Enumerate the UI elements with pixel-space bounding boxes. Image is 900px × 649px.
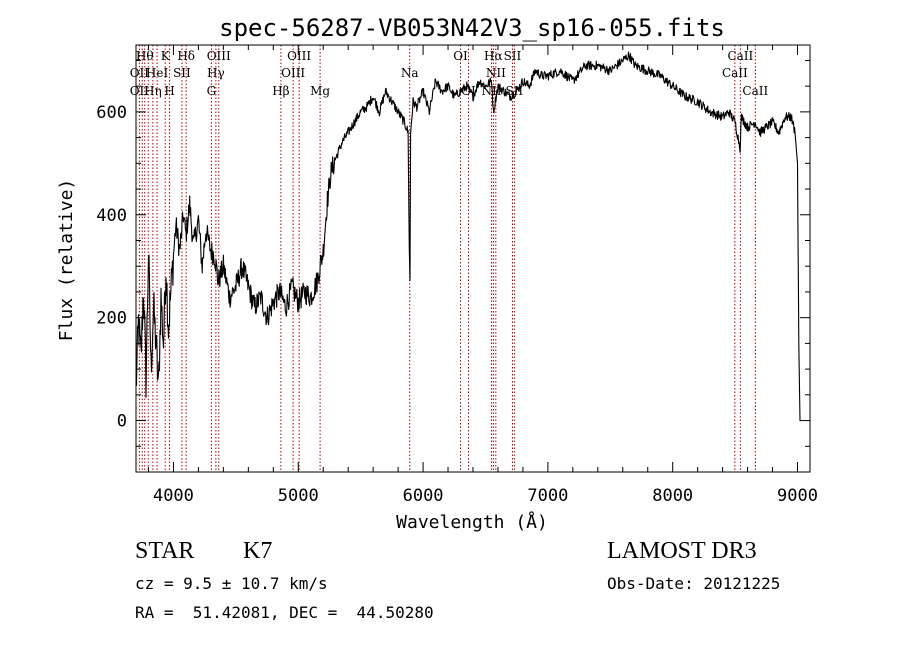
coordinates-text: RA = 51.42081, DEC = 44.50280 xyxy=(135,603,434,622)
line-label-13: OIII xyxy=(281,66,305,80)
x-tick-label-3: 7000 xyxy=(527,486,568,506)
line-label-22: Mg xyxy=(310,84,330,98)
line-label-14: Na xyxy=(401,66,419,80)
line-label-5: OI xyxy=(453,49,468,63)
spectral-subclass: K7 xyxy=(243,538,273,564)
line-label-2: Hδ xyxy=(177,49,195,63)
line-label-19: H xyxy=(164,84,174,98)
line-label-6: Hα xyxy=(484,49,503,63)
survey-name: LAMOST DR3 xyxy=(607,538,757,564)
line-label-8: CaII xyxy=(727,49,753,63)
line-label-12: Hγ xyxy=(207,66,225,80)
y-tick-label-0: 0 xyxy=(117,412,127,432)
line-label-0: Hθ xyxy=(136,49,154,63)
redshift-text: cz = 9.5 ± 10.7 km/s xyxy=(135,574,328,593)
line-label-11: SII xyxy=(173,66,191,80)
x-tick-label-2: 6000 xyxy=(403,486,444,506)
y-tick-label-3: 600 xyxy=(96,103,127,123)
line-markers xyxy=(138,45,756,472)
line-label-21: Hβ xyxy=(272,84,289,98)
chart-title: spec-56287-VB053N42V3_sp16-055.fits xyxy=(219,14,725,42)
x-tick-label-0: 4000 xyxy=(153,486,194,506)
line-label-17: OII xyxy=(130,84,150,98)
obs-date: Obs-Date: 20121225 xyxy=(607,574,781,593)
x-axis-ticks: 4000 5000 6000 7000 8000 9000 xyxy=(147,45,818,506)
object-type: STAR xyxy=(135,538,195,564)
line-label-9: OII xyxy=(130,66,150,80)
x-tick-label-5: 9000 xyxy=(777,486,818,506)
x-tick-label-4: 8000 xyxy=(652,486,693,506)
line-label-15: NII xyxy=(486,66,506,80)
spectrum-series-line xyxy=(135,51,802,422)
x-axis-label: Wavelength (Å) xyxy=(396,511,548,533)
line-label-18: Hη xyxy=(144,84,162,98)
line-label-1: K xyxy=(161,49,171,63)
y-axis-ticks: 0 200 400 600 xyxy=(96,59,810,473)
y-tick-label-1: 200 xyxy=(96,309,127,329)
line-label-20: G xyxy=(207,84,217,98)
x-tick-label-1: 5000 xyxy=(278,486,319,506)
line-label-7: SII xyxy=(504,49,522,63)
line-label-4: OIII xyxy=(287,49,311,63)
y-axis-label: Flux (relative) xyxy=(56,179,77,342)
line-label-26: CaII xyxy=(742,84,768,98)
line-label-3: OIII xyxy=(207,49,231,63)
line-label-16: CaII xyxy=(722,66,748,80)
line-label-10: HeI xyxy=(146,66,169,80)
y-tick-label-2: 400 xyxy=(96,206,127,226)
plot-frame xyxy=(135,44,811,473)
